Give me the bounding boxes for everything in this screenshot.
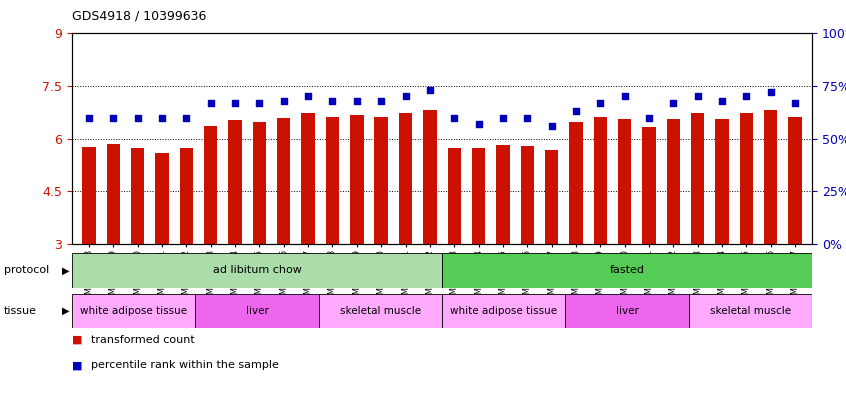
Bar xyxy=(350,115,364,244)
Bar xyxy=(82,147,96,244)
Point xyxy=(423,87,437,93)
Point xyxy=(179,114,193,121)
Bar xyxy=(253,122,266,244)
Point xyxy=(545,123,558,129)
Point xyxy=(82,114,96,121)
Point xyxy=(788,100,802,106)
Bar xyxy=(594,117,607,244)
Bar xyxy=(764,110,777,244)
Text: ad libitum chow: ad libitum chow xyxy=(212,265,301,275)
Text: fasted: fasted xyxy=(610,265,645,275)
Text: liver: liver xyxy=(245,306,268,316)
Bar xyxy=(131,148,145,244)
Bar xyxy=(565,294,689,328)
Bar xyxy=(326,117,339,244)
Point xyxy=(667,100,680,106)
Text: skeletal muscle: skeletal muscle xyxy=(340,306,421,316)
Bar xyxy=(497,145,509,244)
Bar xyxy=(319,294,442,328)
Point xyxy=(472,121,486,127)
Point xyxy=(204,100,217,106)
Text: transformed count: transformed count xyxy=(91,335,195,345)
Point xyxy=(301,93,315,99)
Bar xyxy=(107,144,120,244)
Text: skeletal muscle: skeletal muscle xyxy=(710,306,791,316)
Bar xyxy=(301,113,315,244)
Point xyxy=(520,114,534,121)
Bar xyxy=(398,113,412,244)
Bar xyxy=(689,294,812,328)
Text: ■: ■ xyxy=(72,335,82,345)
Bar xyxy=(442,253,812,288)
Bar xyxy=(375,117,387,244)
Point xyxy=(375,97,388,104)
Point xyxy=(253,100,266,106)
Bar xyxy=(72,294,195,328)
Point xyxy=(448,114,461,121)
Point xyxy=(739,93,753,99)
Point xyxy=(569,108,583,114)
Bar xyxy=(642,127,656,244)
Point xyxy=(716,97,729,104)
Bar xyxy=(520,146,534,244)
Bar xyxy=(195,294,319,328)
Text: liver: liver xyxy=(616,306,639,316)
Bar xyxy=(423,110,437,244)
Bar xyxy=(442,294,565,328)
Bar xyxy=(691,113,705,244)
Bar xyxy=(277,118,290,244)
Bar xyxy=(569,122,583,244)
Bar xyxy=(204,126,217,244)
Bar xyxy=(545,150,558,244)
Bar xyxy=(448,148,461,244)
Point xyxy=(228,100,242,106)
Bar xyxy=(179,148,193,244)
Bar xyxy=(618,119,631,244)
Point xyxy=(642,114,656,121)
Text: white adipose tissue: white adipose tissue xyxy=(80,306,187,316)
Text: percentile rank within the sample: percentile rank within the sample xyxy=(91,360,278,371)
Text: ▶: ▶ xyxy=(62,306,69,316)
Text: GDS4918 / 10399636: GDS4918 / 10399636 xyxy=(72,10,206,23)
Text: white adipose tissue: white adipose tissue xyxy=(450,306,558,316)
Bar xyxy=(156,152,168,244)
Bar xyxy=(228,120,242,244)
Point xyxy=(398,93,412,99)
Point xyxy=(277,97,290,104)
Point xyxy=(131,114,145,121)
Bar xyxy=(72,253,442,288)
Text: tissue: tissue xyxy=(4,306,37,316)
Bar xyxy=(788,117,802,244)
Point xyxy=(326,97,339,104)
Point xyxy=(496,114,509,121)
Point xyxy=(350,97,364,104)
Text: ▶: ▶ xyxy=(62,265,69,275)
Point xyxy=(107,114,120,121)
Point xyxy=(764,89,777,95)
Point xyxy=(618,93,631,99)
Bar xyxy=(472,148,486,244)
Point xyxy=(594,100,607,106)
Text: protocol: protocol xyxy=(4,265,49,275)
Point xyxy=(691,93,705,99)
Bar xyxy=(667,119,680,244)
Point xyxy=(155,114,168,121)
Bar xyxy=(716,119,728,244)
Text: ■: ■ xyxy=(72,360,82,371)
Bar xyxy=(739,113,753,244)
